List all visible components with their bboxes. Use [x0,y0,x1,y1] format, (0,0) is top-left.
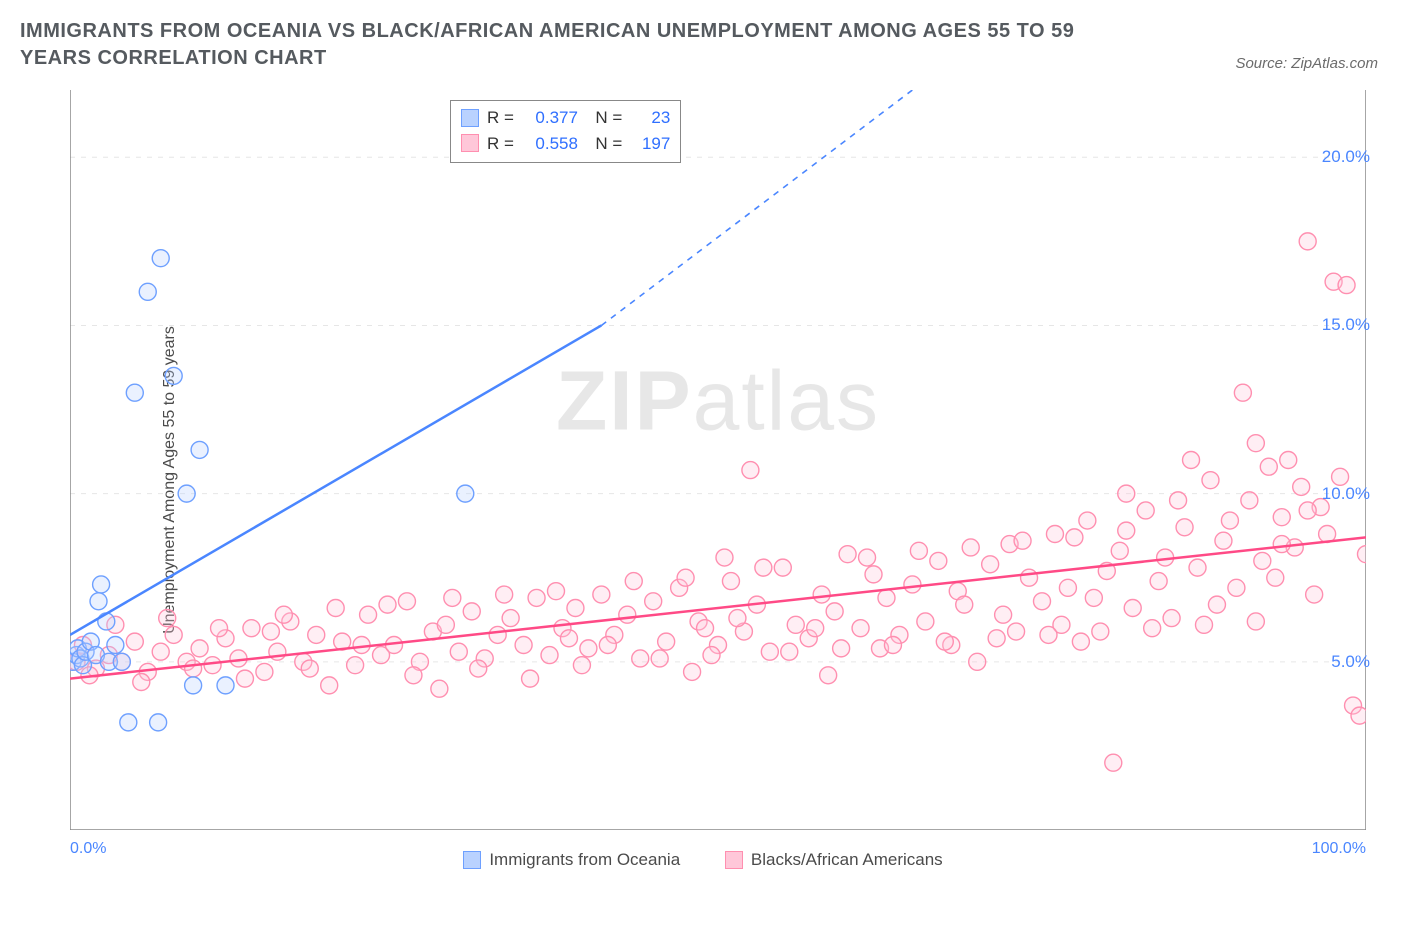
r-label: R = [487,131,514,157]
chart-container: IMMIGRANTS FROM OCEANIA VS BLACK/AFRICAN… [0,0,1406,930]
header-row: IMMIGRANTS FROM OCEANIA VS BLACK/AFRICAN… [0,0,1406,72]
legend-swatch-pink [725,851,743,869]
y-tick-label: 20.0% [1322,147,1370,167]
n-label: N = [586,131,622,157]
plot-area: ZIPatlas R = 0.377 N = 23 R = 0.558 N = … [70,90,1366,830]
y-tick-label: 10.0% [1322,484,1370,504]
plot-outer: Unemployment Among Ages 55 to 59 years Z… [0,80,1406,880]
stats-row-blue: R = 0.377 N = 23 [461,105,670,131]
legend-item-blue: Immigrants from Oceania [463,850,680,870]
r-value-blue: 0.377 [522,105,578,131]
chart-title: IMMIGRANTS FROM OCEANIA VS BLACK/AFRICAN… [20,18,1120,72]
legend-label-blue: Immigrants from Oceania [489,850,680,870]
scatter-chart-svg [70,90,1366,830]
bottom-legend: Immigrants from Oceania Blacks/African A… [0,850,1406,874]
legend-swatch-pink [461,134,479,152]
n-value-blue: 23 [630,105,670,131]
legend-swatch-blue [461,109,479,127]
n-value-pink: 197 [630,131,670,157]
legend-item-pink: Blacks/African Americans [725,850,943,870]
r-label: R = [487,105,514,131]
source-attribution: Source: ZipAtlas.com [1235,55,1378,72]
n-label: N = [586,105,622,131]
y-tick-label: 5.0% [1331,652,1370,672]
correlation-stats-box: R = 0.377 N = 23 R = 0.558 N = 197 [450,100,681,163]
legend-swatch-blue [463,851,481,869]
y-tick-label: 15.0% [1322,315,1370,335]
stats-row-pink: R = 0.558 N = 197 [461,131,670,157]
legend-label-pink: Blacks/African Americans [751,850,943,870]
r-value-pink: 0.558 [522,131,578,157]
